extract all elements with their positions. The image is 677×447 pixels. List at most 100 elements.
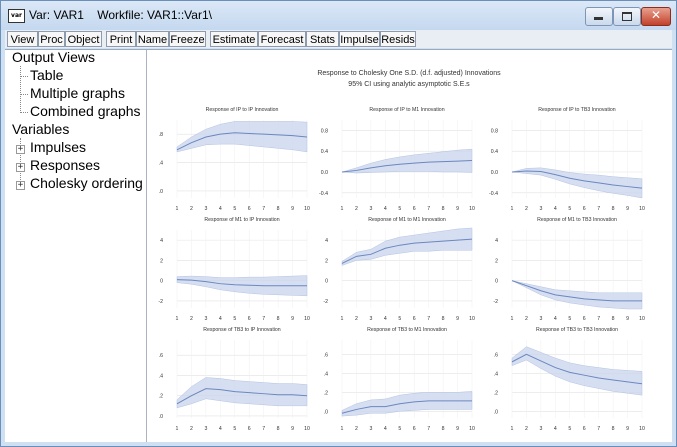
tree-output-views[interactable]: Output Views <box>12 49 96 65</box>
x-tick-label: 7 <box>597 316 600 322</box>
y-tick-label: .4 <box>159 373 163 379</box>
title-bar[interactable]: var Var: VAR1 Workfile: VAR1::Var1\ ✕ <box>1 1 676 30</box>
panel-title: Response of TB3 to M1 Innovation <box>367 327 447 333</box>
x-tick-label: 6 <box>248 426 251 432</box>
y-tick-label: 0 <box>495 279 498 285</box>
stats-button[interactable]: Stats <box>306 31 339 47</box>
x-tick-label: 6 <box>248 206 251 212</box>
confidence-band <box>176 121 308 153</box>
x-tick-label: 10 <box>469 206 475 212</box>
x-tick-label: 1 <box>176 426 179 432</box>
x-tick-label: 2 <box>525 316 528 322</box>
response-line <box>176 279 307 287</box>
x-tick-label: 1 <box>341 426 344 432</box>
confidence-band <box>511 280 643 310</box>
panel-title: Response of TB3 to TB3 Innovation <box>536 327 618 333</box>
panel-title: Response of M1 to TB3 Innovation <box>537 217 617 223</box>
y-tick-label: -2 <box>158 299 163 305</box>
tree-cholesky-ordering[interactable]: Cholesky ordering <box>30 175 143 191</box>
x-tick-label: 7 <box>262 316 265 322</box>
x-tick-label: 1 <box>511 316 514 322</box>
x-tick-label: 7 <box>427 426 430 432</box>
var-object-icon: var <box>8 9 25 23</box>
y-tick-label: 4 <box>325 238 328 244</box>
x-tick-label: 10 <box>304 206 310 212</box>
x-tick-label: 2 <box>355 206 358 212</box>
x-tick-label: 5 <box>233 206 236 212</box>
tree-impulses[interactable]: Impulses <box>30 139 87 155</box>
y-tick-label: .0 <box>159 414 163 420</box>
x-tick-label: 9 <box>626 426 629 432</box>
x-tick-label: 9 <box>626 206 629 212</box>
x-tick-label: 2 <box>355 426 358 432</box>
x-tick-label: 5 <box>568 206 571 212</box>
confidence-band <box>511 167 643 199</box>
y-tick-label: 0.8 <box>321 128 328 134</box>
confidence-band <box>341 227 473 266</box>
y-tick-label: -2 <box>493 299 498 305</box>
close-button[interactable]: ✕ <box>641 7 671 26</box>
x-tick-label: 3 <box>369 316 372 322</box>
y-tick-label: 4 <box>160 238 163 244</box>
x-tick-label: 10 <box>469 426 475 432</box>
x-tick-label: 8 <box>442 206 445 212</box>
panel-title: Response of TB3 to IP Innovation <box>203 327 280 333</box>
maximize-button[interactable] <box>613 7 641 26</box>
print-button[interactable]: Print <box>106 31 136 47</box>
x-tick-label: 9 <box>291 316 294 322</box>
y-tick-label: 0 <box>160 279 163 285</box>
output-tree: Output Views Table Multiple graphs Combi… <box>5 49 147 442</box>
expand-cholesky-icon[interactable]: + <box>16 180 25 190</box>
x-tick-label: 3 <box>204 316 207 322</box>
tree-multiple-graphs[interactable]: Multiple graphs <box>30 85 125 101</box>
x-tick-label: 7 <box>262 206 265 212</box>
expand-impulses-icon[interactable]: + <box>16 144 25 154</box>
tree-variables[interactable]: Variables <box>12 121 70 137</box>
minimize-icon <box>594 17 603 20</box>
tree-responses[interactable]: Responses <box>30 157 101 173</box>
tree-table[interactable]: Table <box>30 67 64 83</box>
response-line <box>176 388 308 405</box>
panel-title: Response of IP to TB3 Innovation <box>538 107 615 113</box>
name-button[interactable]: Name <box>136 31 169 47</box>
x-tick-label: 10 <box>639 426 645 432</box>
confidence-band <box>176 275 308 297</box>
proc-button[interactable]: Proc <box>38 31 65 47</box>
x-tick-label: 9 <box>626 316 629 322</box>
x-tick-label: 4 <box>219 316 222 322</box>
forecast-button[interactable]: Forecast <box>258 31 306 47</box>
y-tick-label: -0.4 <box>489 191 498 197</box>
tree-connector <box>20 66 21 113</box>
freeze-button[interactable]: Freeze <box>169 31 206 47</box>
x-tick-label: 4 <box>554 426 557 432</box>
y-tick-label: 0 <box>325 279 328 285</box>
panel-title: Response of M1 to IP Innovation <box>204 217 279 223</box>
object-button[interactable]: Object <box>65 31 102 47</box>
x-tick-label: 4 <box>554 206 557 212</box>
response-line <box>511 280 642 302</box>
x-tick-label: 4 <box>384 426 387 432</box>
x-tick-label: 6 <box>248 316 251 322</box>
impulse-button[interactable]: Impulse <box>339 31 380 47</box>
tree-connector <box>20 112 28 113</box>
minimize-button[interactable] <box>585 7 613 26</box>
resids-button[interactable]: Resids <box>380 31 416 47</box>
x-tick-label: 10 <box>639 206 645 212</box>
expand-responses-icon[interactable]: + <box>16 162 25 172</box>
x-tick-label: 8 <box>612 206 615 212</box>
view-button[interactable]: View <box>7 31 38 47</box>
object-toolbar: View Proc Object Print Name Freeze Estim… <box>5 30 672 48</box>
x-tick-label: 8 <box>442 426 445 432</box>
tree-combined-graphs[interactable]: Combined graphs <box>30 103 141 119</box>
response-line <box>341 238 473 264</box>
x-tick-label: 1 <box>176 206 179 212</box>
x-tick-label: 9 <box>456 206 459 212</box>
x-tick-label: 10 <box>469 316 475 322</box>
x-tick-label: 3 <box>204 206 207 212</box>
y-tick-label: 0.4 <box>321 149 328 155</box>
x-tick-label: 6 <box>413 206 416 212</box>
x-tick-label: 1 <box>176 316 179 322</box>
x-tick-label: 9 <box>456 316 459 322</box>
estimate-button[interactable]: Estimate <box>210 31 258 47</box>
panel-title: Response of IP to M1 Innovation <box>369 107 444 113</box>
